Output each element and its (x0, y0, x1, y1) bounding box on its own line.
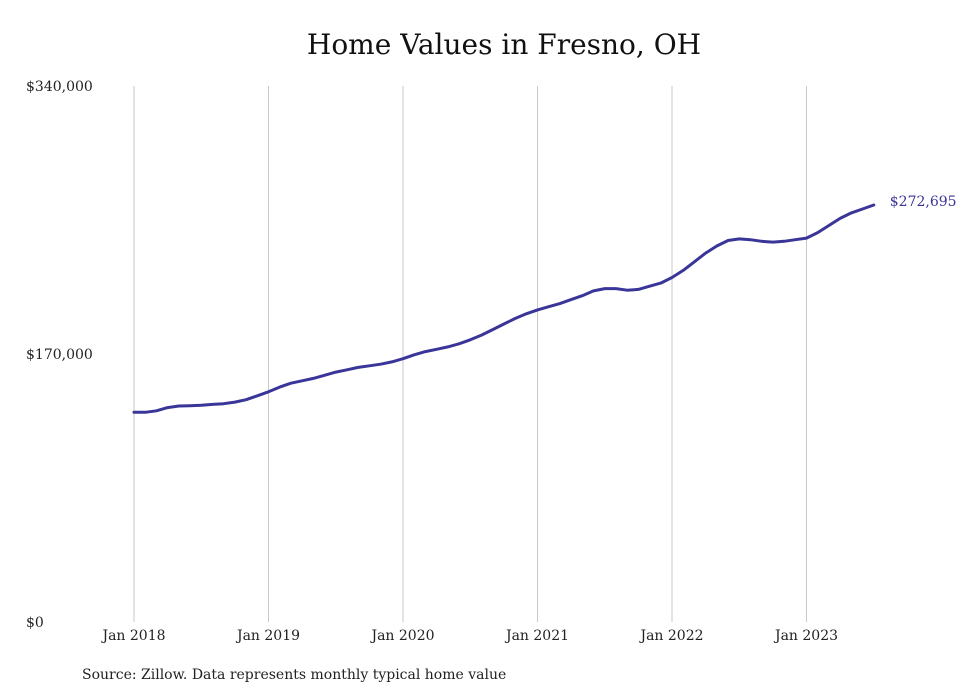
y-tick-label: $170,000 (26, 347, 93, 363)
x-tick-label: Jan 2019 (235, 628, 300, 644)
x-tick-label: Jan 2022 (638, 628, 703, 644)
line-chart: $0$170,000$340,000 Jan 2018 Jan 2019 Jan 2… (26, 79, 957, 644)
end-value-label: $272,695 (890, 194, 957, 210)
x-tick-label: Jan 2020 (369, 628, 434, 644)
x-tick-label: Jan 2018 (100, 628, 165, 644)
series-line (132, 203, 876, 414)
grid-lines (133, 86, 807, 622)
x-axis: Jan 2018 Jan 2019 Jan 2020 Jan 2021 Jan 2022… (100, 628, 838, 644)
x-tick-label: Jan 2021 (504, 628, 569, 644)
y-tick-label: $340,000 (26, 79, 93, 95)
y-tick-label: $0 (26, 615, 44, 631)
series-layer: $272,695 (132, 194, 957, 414)
x-tick-label: Jan 2023 (773, 628, 838, 644)
chart-title: Home Values in Fresno, OH (306, 28, 702, 61)
source-note: Source: Zillow. Data represents monthly … (82, 667, 507, 683)
y-axis: $0 $170,000 $340,000 (26, 79, 93, 631)
